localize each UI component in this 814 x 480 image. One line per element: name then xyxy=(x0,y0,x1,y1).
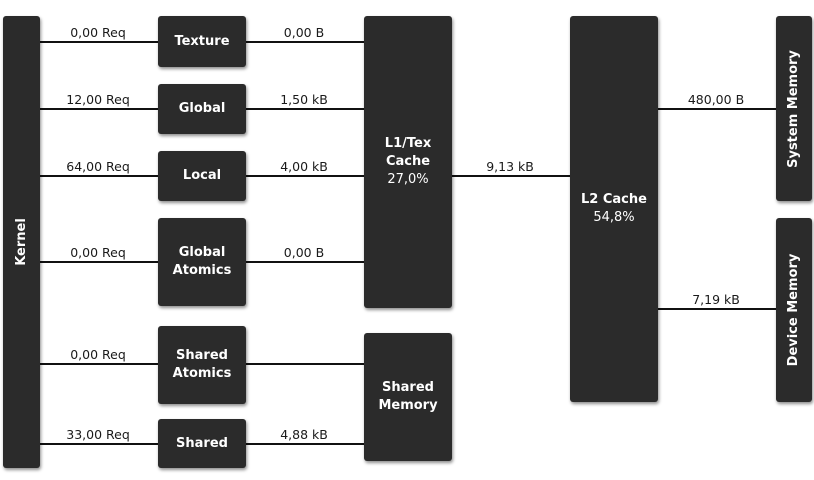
device-memory-block[interactable]: Device Memory xyxy=(776,218,812,402)
shared-atomics-label: Shared Atomics xyxy=(172,348,232,381)
shared-memory-block[interactable]: Shared Memory xyxy=(364,333,452,461)
l2-hit-rate: 54,8% xyxy=(593,210,635,225)
global-block[interactable]: Global xyxy=(158,84,246,134)
shared-atomics-block[interactable]: Shared Atomics xyxy=(158,326,246,404)
texture-block[interactable]: Texture xyxy=(158,16,246,67)
req-label-texture: 0,00 Req xyxy=(70,25,126,40)
bytes-label-l2-system: 480,00 B xyxy=(687,92,745,107)
wire-l2-device xyxy=(658,308,776,310)
wire-global-atomics-l1 xyxy=(246,261,364,263)
global-label: Global xyxy=(178,101,226,116)
system-memory-block[interactable]: System Memory xyxy=(776,16,812,201)
l1-tex-cache-block[interactable]: L1/Tex Cache 27,0% xyxy=(364,16,452,308)
device-memory-label: Device Memory xyxy=(786,253,801,367)
shared-memory-label: Shared Memory xyxy=(378,380,438,413)
bytes-label-global-l1: 1,50 kB xyxy=(280,92,328,107)
wire-kernel-local xyxy=(40,175,158,177)
kernel-label: Kernel xyxy=(13,218,29,266)
req-label-shared-atomics: 0,00 Req xyxy=(70,347,126,362)
global-atomics-block[interactable]: Global Atomics xyxy=(158,218,246,306)
bytes-label-l1-l2: 9,13 kB xyxy=(486,159,534,174)
wire-l2-system xyxy=(658,108,776,110)
kernel-block[interactable]: Kernel xyxy=(3,16,40,468)
req-label-local: 64,00 Req xyxy=(66,159,130,174)
wire-kernel-shared-atomics xyxy=(40,363,158,365)
bytes-label-texture-l1: 0,00 B xyxy=(283,25,325,40)
req-label-global: 12,00 Req xyxy=(66,92,130,107)
l1-tex-cache-label: L1/Tex Cache xyxy=(384,136,432,169)
wire-local-l1 xyxy=(246,175,364,177)
local-label: Local xyxy=(182,168,222,183)
shared-label: Shared xyxy=(176,435,228,451)
system-memory-label: System Memory xyxy=(786,49,801,168)
shared-block[interactable]: Shared xyxy=(158,419,246,468)
req-label-global-atomics: 0,00 Req xyxy=(70,245,126,260)
bytes-label-local-l1: 4,00 kB xyxy=(280,159,328,174)
bytes-label-l2-device: 7,19 kB xyxy=(692,292,740,307)
wire-texture-l1 xyxy=(246,41,364,43)
l1-tex-hit-rate: 27,0% xyxy=(387,172,429,187)
wire-kernel-texture xyxy=(40,41,158,43)
wire-l1-l2 xyxy=(452,175,570,177)
req-label-shared: 33,00 Req xyxy=(66,427,130,442)
wire-shared-atomics-sharedmem xyxy=(246,363,364,365)
wire-kernel-global xyxy=(40,108,158,110)
wire-global-l1 xyxy=(246,108,364,110)
local-block[interactable]: Local xyxy=(158,151,246,201)
l2-cache-block[interactable]: L2 Cache 54,8% xyxy=(570,16,658,402)
wire-kernel-shared xyxy=(40,443,158,445)
bytes-label-global-atomics-l1: 0,00 B xyxy=(283,245,325,260)
global-atomics-label: Global Atomics xyxy=(172,245,232,278)
bytes-label-shared-sharedmem: 4,88 kB xyxy=(280,427,328,442)
l2-cache-label: L2 Cache xyxy=(581,192,647,207)
texture-label: Texture xyxy=(174,33,230,49)
wire-shared-sharedmem xyxy=(246,443,364,445)
wire-kernel-global-atomics xyxy=(40,261,158,263)
